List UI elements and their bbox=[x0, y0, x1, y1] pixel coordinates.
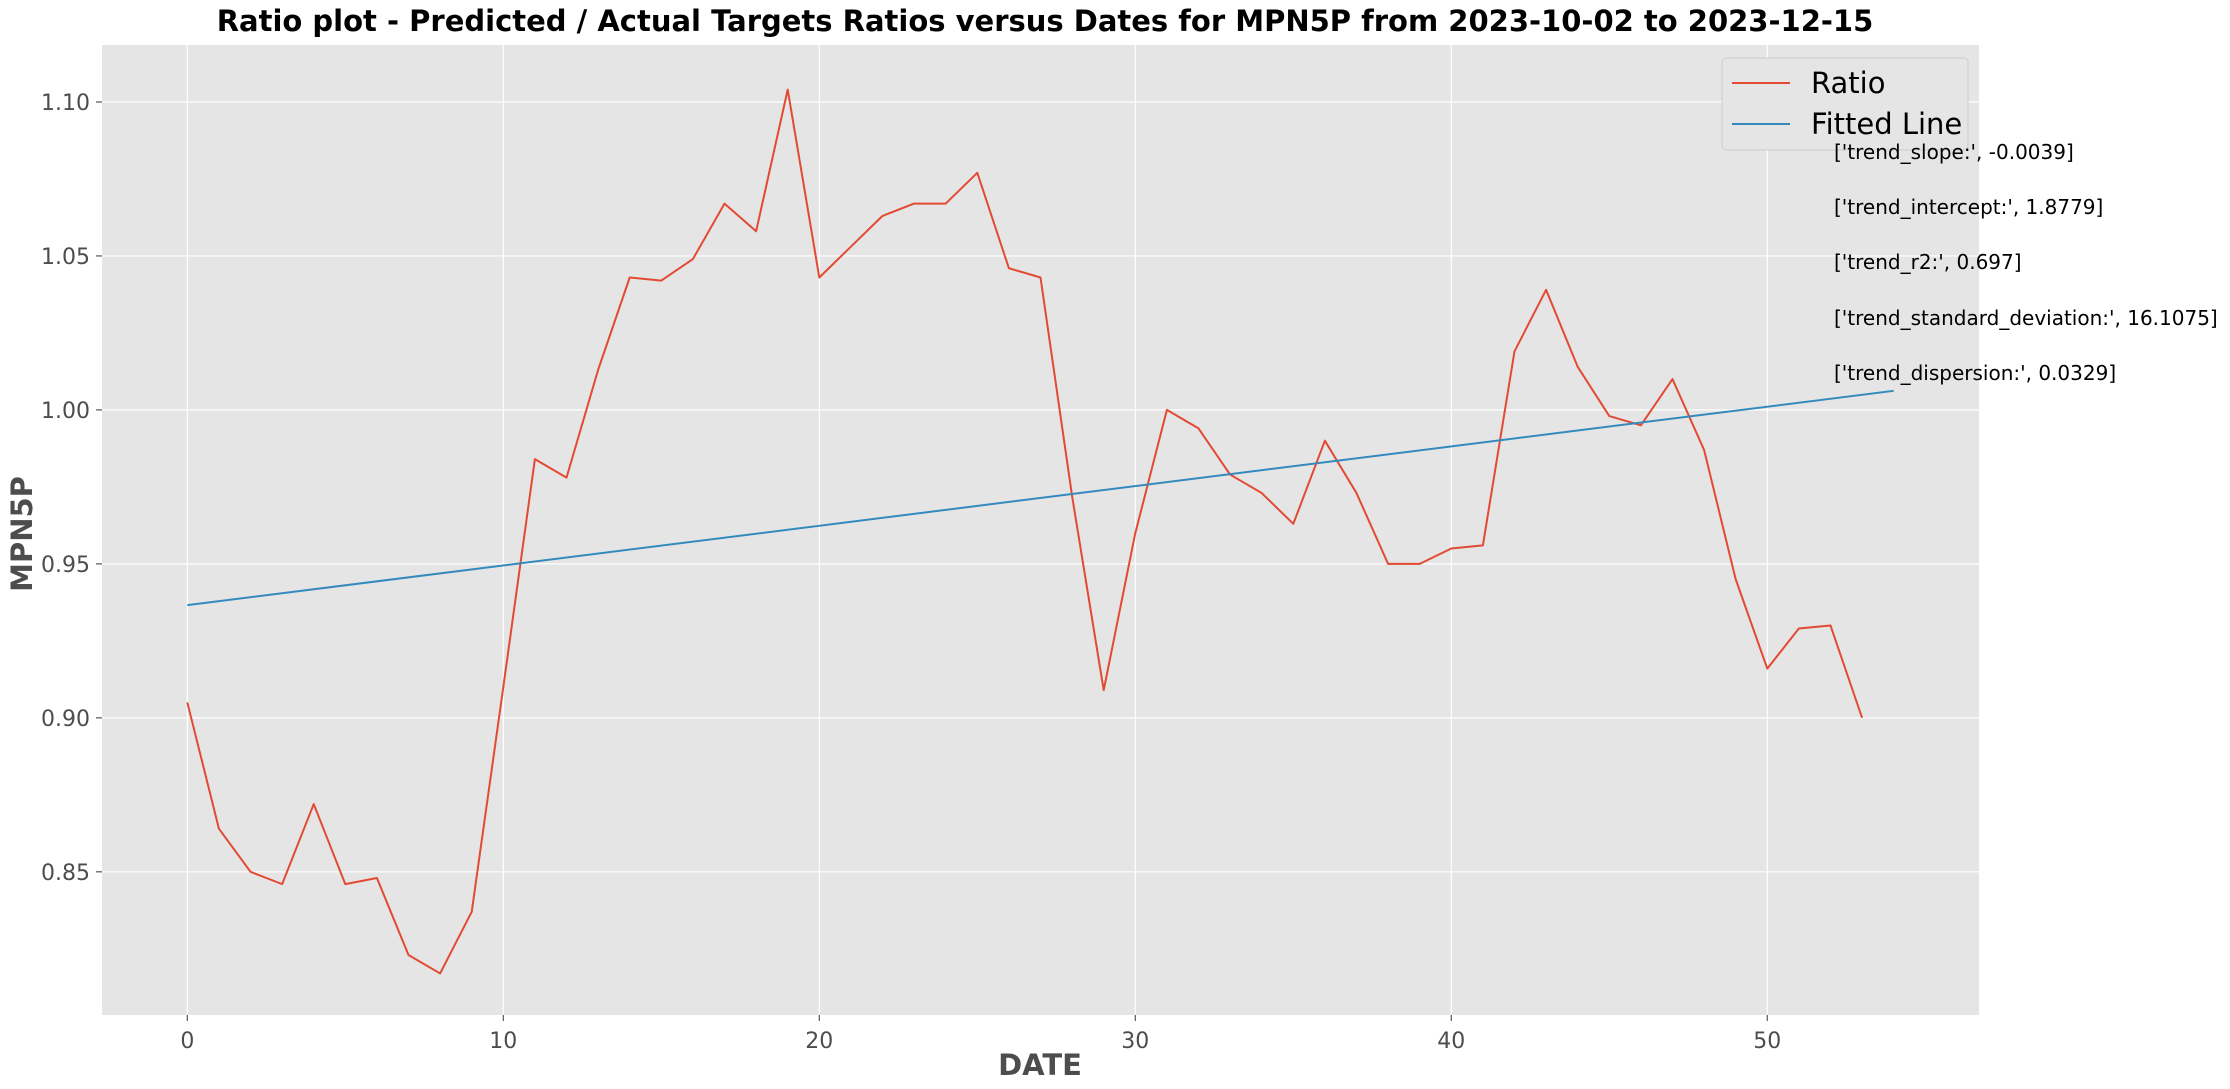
x-tick-label: 20 bbox=[805, 1029, 833, 1054]
legend-label-fitted-line: Fitted Line bbox=[1811, 107, 1962, 141]
annotation-trend-r2: ['trend_r2:', 0.697] bbox=[1834, 250, 2022, 274]
legend-label-ratio: Ratio bbox=[1811, 66, 1885, 100]
annotation-trend-standard-deviation: ['trend_standard_deviation:', 16.1075] bbox=[1834, 306, 2218, 330]
y-tick-label: 0.85 bbox=[41, 861, 90, 886]
x-tick-label: 10 bbox=[489, 1029, 517, 1054]
x-tick-label: 0 bbox=[180, 1029, 194, 1054]
series-line-fitted-line bbox=[187, 389, 1894, 607]
series-lines bbox=[186, 88, 1894, 975]
annotation-trend-slope: ['trend_slope:', -0.0039] bbox=[1834, 140, 2074, 164]
x-tick-label: 40 bbox=[1437, 1029, 1465, 1054]
legend-box bbox=[1721, 57, 1969, 151]
x-axis-ticks: 0 10 20 30 40 50 bbox=[180, 1015, 1781, 1054]
legend: Ratio Fitted Line bbox=[1721, 57, 1969, 151]
x-tick-label: 50 bbox=[1753, 1029, 1781, 1054]
grid-lines bbox=[102, 45, 1979, 1015]
y-axis-ticks: 0.85 0.90 0.95 1.00 1.05 1.10 bbox=[41, 91, 102, 886]
y-tick-label: 0.95 bbox=[41, 553, 90, 578]
annotation-trend-dispersion: ['trend_dispersion:', 0.0329] bbox=[1834, 361, 2116, 385]
plot-area bbox=[102, 45, 1979, 1015]
y-tick-label: 1.10 bbox=[41, 91, 90, 116]
y-tick-label: 1.00 bbox=[41, 399, 90, 424]
y-tick-label: 0.90 bbox=[41, 707, 90, 732]
x-axis-title: DATE bbox=[998, 1048, 1082, 1082]
series-line-ratio bbox=[186, 88, 1864, 975]
x-tick-label: 30 bbox=[1121, 1029, 1149, 1054]
trend-annotations: ['trend_slope:', -0.0039] ['trend_interc… bbox=[1834, 140, 2218, 385]
y-axis-title: MPN5P bbox=[5, 476, 39, 592]
y-tick-label: 1.05 bbox=[41, 245, 90, 270]
chart-title: Ratio plot - Predicted / Actual Targets … bbox=[217, 4, 1874, 38]
annotation-trend-intercept: ['trend_intercept:', 1.8779] bbox=[1834, 195, 2103, 219]
